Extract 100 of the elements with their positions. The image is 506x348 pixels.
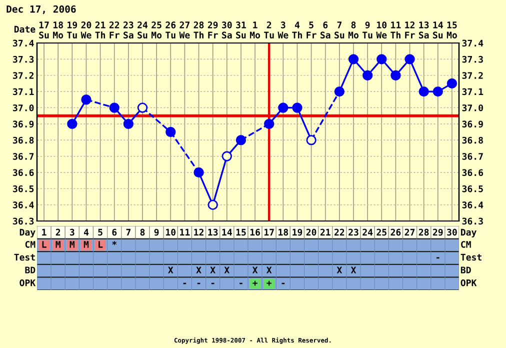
x-tick-label: 9: [154, 228, 159, 236]
x-tick-label: 22: [334, 228, 344, 236]
x-tick-label: 17: [264, 228, 274, 236]
x-tick-label: 4: [84, 228, 89, 236]
text: -: [436, 257, 440, 259]
x-tick-label: 20: [306, 228, 316, 236]
x2-tick-label: 3 We: [278, 22, 288, 38]
x2-tick-label: 9 Tu: [362, 22, 372, 38]
text: -: [211, 282, 214, 284]
point: [278, 102, 288, 113]
point: [236, 135, 246, 146]
text: -: [282, 282, 285, 284]
text: X: [210, 266, 216, 274]
x-tick-label: 11: [180, 228, 190, 236]
x2-tick-label: 26 Tu: [166, 22, 176, 38]
point: [446, 78, 458, 89]
point: [404, 54, 415, 64]
x-tick-label: 25: [376, 228, 386, 236]
x2-tick-label: 6 Sa: [320, 22, 330, 38]
x-tick-label: 3: [70, 228, 74, 236]
category-label: CM: [461, 240, 471, 248]
y-tick-label: 36.9: [13, 120, 34, 128]
category-label: CM: [25, 240, 36, 248]
category-label: Test: [460, 254, 482, 261]
point: [166, 126, 176, 138]
x-tick-label: 1: [42, 228, 46, 236]
y2-tick-label: 36.3: [462, 218, 483, 225]
point: [362, 70, 373, 80]
y-tick-label: 37.2: [13, 72, 34, 79]
text: -: [240, 282, 242, 284]
y-tick-label: 36.4: [13, 202, 34, 208]
text: X: [350, 266, 356, 274]
y2-tick-label: 36.9: [462, 120, 483, 128]
x2-tick-label: 25 Mo: [152, 22, 162, 38]
y2-tick-label: 36.6: [462, 169, 484, 176]
category-label: OPK: [460, 279, 477, 286]
x2-tick-label: 28 Th: [194, 22, 204, 38]
x-tick-label: 21: [320, 228, 330, 236]
y-tick-label: 36.8: [13, 136, 34, 144]
y2-tick-label: 37.2: [462, 72, 483, 79]
x2-tick-label: 13 Sa: [418, 22, 429, 38]
text: +: [252, 280, 258, 286]
point: [432, 86, 443, 97]
x-tick-label: 15: [236, 228, 246, 236]
x-tick-label: 24: [362, 228, 373, 236]
x-tick-label: 6: [112, 228, 117, 236]
y2-tick-label: 37.4: [462, 40, 484, 47]
text: X: [252, 266, 258, 274]
point: [348, 54, 359, 64]
y2-tick-label: 36.8: [462, 136, 483, 144]
x-tick-label: 26: [390, 228, 401, 236]
x-axis-title: Day: [20, 228, 36, 238]
point: [123, 118, 134, 129]
text: Day: [461, 228, 476, 238]
y-tick-label: 37.0: [13, 104, 34, 112]
x-tick-label: 13: [208, 228, 218, 236]
x-tick-label: 10: [166, 228, 176, 236]
x-tick-label: 23: [348, 228, 358, 236]
category-label: BD: [460, 266, 471, 274]
x2-tick-label: 23 Sa: [124, 22, 134, 38]
x2-tick-label: 1 Mo: [250, 22, 260, 38]
text: X: [336, 266, 342, 274]
x-tick-label: 28: [418, 228, 429, 236]
x2-tick-label: 22 Fr: [109, 22, 120, 38]
x2-tick-label: 30 Sa: [222, 22, 232, 38]
text: M: [70, 241, 75, 248]
point: [390, 70, 401, 80]
x-tick-label: 16: [250, 228, 260, 236]
x2-tick-label: 24 Su: [138, 22, 148, 38]
x-tick-label: 7: [126, 228, 130, 236]
x-tick-label: 5: [98, 228, 102, 236]
y2-tick-label: 36.4: [462, 202, 484, 208]
x-tick-label: 2: [56, 228, 60, 236]
x2-tick-label: 12 Fr: [405, 22, 415, 38]
y2-tick-label: 36.5: [462, 185, 483, 192]
y-tick-label: 37.1: [13, 88, 34, 96]
x2-tick-label: 4 Th: [292, 22, 302, 38]
text: L: [98, 241, 103, 248]
point: [376, 54, 387, 64]
point: [292, 102, 302, 113]
x2-tick-label: 8 Mo: [348, 22, 359, 38]
category-label: OPK: [20, 279, 36, 286]
x2-tick-label: 2 Tu: [264, 22, 274, 38]
x2-tick-label: 21 Th: [95, 22, 106, 38]
x2-tick-label: 11 Th: [390, 22, 401, 38]
point: [334, 86, 345, 97]
point: [67, 118, 78, 129]
text: X: [196, 266, 202, 274]
point: [109, 102, 120, 113]
x2-tick-label: 5 Fr: [306, 22, 316, 38]
text: L: [42, 241, 46, 248]
y2-tick-label: 37.3: [462, 56, 483, 63]
x-tick-label: 29: [432, 228, 443, 236]
point: [194, 167, 204, 178]
x2-tick-label: 20 We: [80, 22, 92, 38]
x-tick-label: 27: [404, 228, 415, 236]
category-label: Test: [14, 254, 35, 261]
text: M: [56, 241, 60, 248]
y-tick-label: 36.3: [13, 218, 34, 225]
y-tick-label: 37.4: [13, 40, 34, 47]
